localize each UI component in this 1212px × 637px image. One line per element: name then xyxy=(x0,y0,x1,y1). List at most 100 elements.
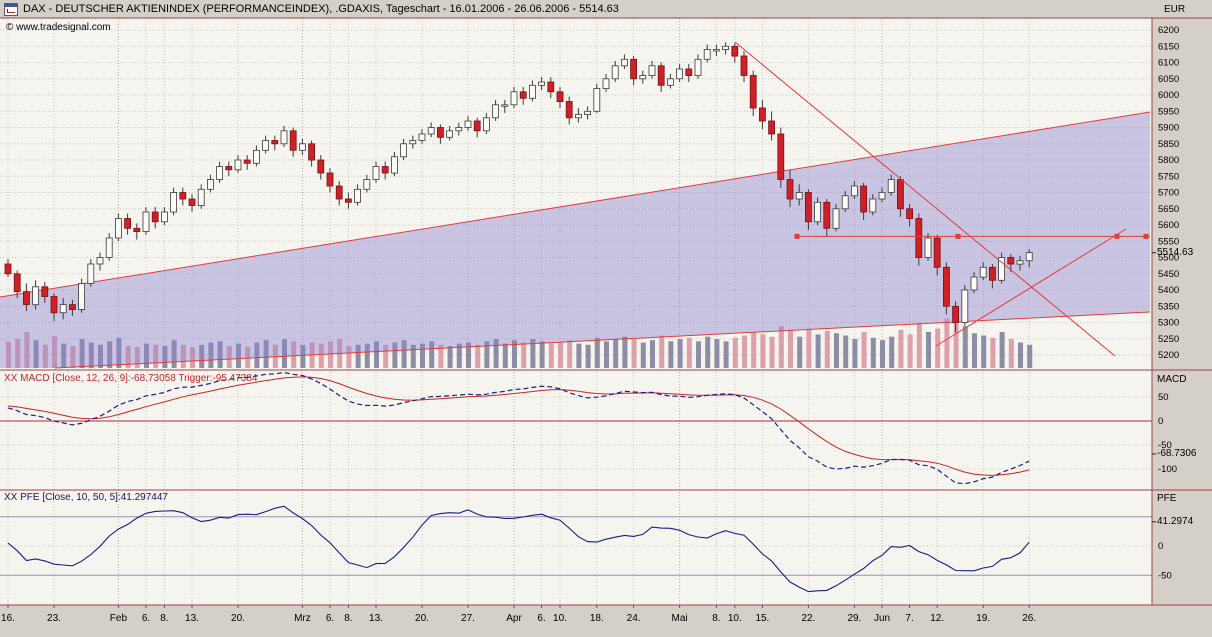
volume-bar xyxy=(567,340,573,368)
candle-body xyxy=(851,185,858,197)
candle-body xyxy=(998,257,1005,281)
candle-body xyxy=(363,179,371,190)
pfe-indicator-title[interactable]: XX PFE [Close, 10, 50, 5]:41.297447 xyxy=(4,492,168,503)
volume-bar xyxy=(282,339,287,368)
candle-body xyxy=(280,130,288,145)
macd-tick-label: 0 xyxy=(1158,416,1163,427)
volume-bar xyxy=(125,346,131,368)
volume-bar xyxy=(935,328,941,368)
candle-body xyxy=(676,68,683,80)
candle-body xyxy=(593,88,601,112)
volume-bar xyxy=(512,340,517,368)
pfe-panel-label: PFE xyxy=(1157,493,1177,504)
volume-bar xyxy=(88,342,94,368)
candle-body xyxy=(197,188,205,207)
candle-body xyxy=(446,130,454,138)
volume-bar xyxy=(521,342,527,368)
candle-body xyxy=(243,159,251,164)
candle-body xyxy=(206,179,214,190)
candle-body xyxy=(262,140,270,151)
candle-body xyxy=(731,45,739,57)
volume-bar xyxy=(668,341,674,368)
candle-body xyxy=(814,201,821,223)
candle-body xyxy=(271,140,279,145)
candle-body xyxy=(639,75,647,80)
price-tick-label: 5500 xyxy=(1158,253,1179,264)
candle-body xyxy=(621,58,628,67)
volume-bar xyxy=(732,337,738,368)
window-titlebar[interactable]: DAX - DEUTSCHER AKTIENINDEX (PERFORMANCE… xyxy=(0,0,1212,18)
macd-value-badge: -68.7306 xyxy=(1157,447,1197,459)
volume-bar xyxy=(61,343,67,368)
candle-body xyxy=(188,198,196,206)
line-anchor-marker xyxy=(955,233,961,239)
x-axis-label: 13. xyxy=(185,613,199,624)
x-axis-label: 20. xyxy=(231,613,245,624)
volume-bar xyxy=(769,336,775,368)
candle-body xyxy=(289,130,297,151)
candle-body xyxy=(823,201,831,229)
volume-bar xyxy=(190,347,195,368)
volume-bar xyxy=(631,339,637,368)
price-tick-label: 5450 xyxy=(1158,269,1179,280)
x-axis-label: 24. xyxy=(627,613,641,624)
volume-bar xyxy=(484,341,490,368)
macd-indicator-title[interactable]: XX MACD [Close, 12, 26, 9]:-68.73058 Tri… xyxy=(4,373,258,384)
candle-body xyxy=(970,276,978,291)
candle-body xyxy=(298,143,306,151)
volume-bar xyxy=(42,344,48,368)
volume-bar xyxy=(714,339,720,368)
volume-bar xyxy=(134,347,140,368)
volume-bar xyxy=(677,339,683,368)
candle-body xyxy=(602,78,610,90)
candle-body xyxy=(179,192,187,200)
candle-body xyxy=(786,179,794,200)
candle-body xyxy=(611,65,619,80)
volume-bar xyxy=(180,344,186,368)
candle-body xyxy=(252,149,260,164)
price-tick-label: 6050 xyxy=(1158,74,1179,85)
candle-body xyxy=(961,289,969,323)
candle-body xyxy=(538,81,545,86)
macd-line xyxy=(7,371,1030,485)
volume-bar xyxy=(539,341,545,368)
x-axis-label: 6. xyxy=(537,613,545,624)
volume-bar xyxy=(493,339,499,368)
x-axis-label: 6. xyxy=(326,613,334,624)
volume-bar xyxy=(760,334,766,368)
copyright-label: © www.tradesignal.com xyxy=(6,22,111,33)
candle-body xyxy=(1025,252,1033,262)
candle-body xyxy=(897,179,904,210)
candle-body xyxy=(308,143,316,161)
line-anchor-marker xyxy=(1143,233,1149,239)
candle-body xyxy=(1007,257,1015,265)
candle-body xyxy=(234,159,242,171)
volume-bar xyxy=(834,333,839,368)
candle-body xyxy=(390,156,398,174)
candle-body xyxy=(933,237,941,268)
candle-body xyxy=(115,218,122,239)
candle-body xyxy=(124,218,131,229)
volume-bar xyxy=(962,326,968,368)
candle-body xyxy=(133,227,141,233)
volume-bar xyxy=(475,344,481,368)
x-axis-label: 8. xyxy=(344,613,352,624)
candle-body xyxy=(32,286,39,306)
price-tick-label: 5200 xyxy=(1158,350,1179,361)
price-tick-label: 6000 xyxy=(1158,90,1179,101)
candle-body xyxy=(105,237,113,258)
candle-body xyxy=(565,101,573,119)
price-tick-label: 5250 xyxy=(1158,334,1179,345)
volume-bar xyxy=(217,341,223,368)
x-axis-label: Jun xyxy=(874,613,890,624)
candle-body xyxy=(667,78,674,86)
volume-bar xyxy=(622,336,628,368)
volume-bar xyxy=(797,336,803,368)
candle-body xyxy=(225,166,233,171)
candle-body xyxy=(547,81,555,93)
last-price-badge: 5514.63 xyxy=(1157,246,1194,258)
candle-body xyxy=(151,211,159,223)
macd-panel-label: MACD xyxy=(1157,374,1187,385)
candle-body xyxy=(409,140,417,145)
